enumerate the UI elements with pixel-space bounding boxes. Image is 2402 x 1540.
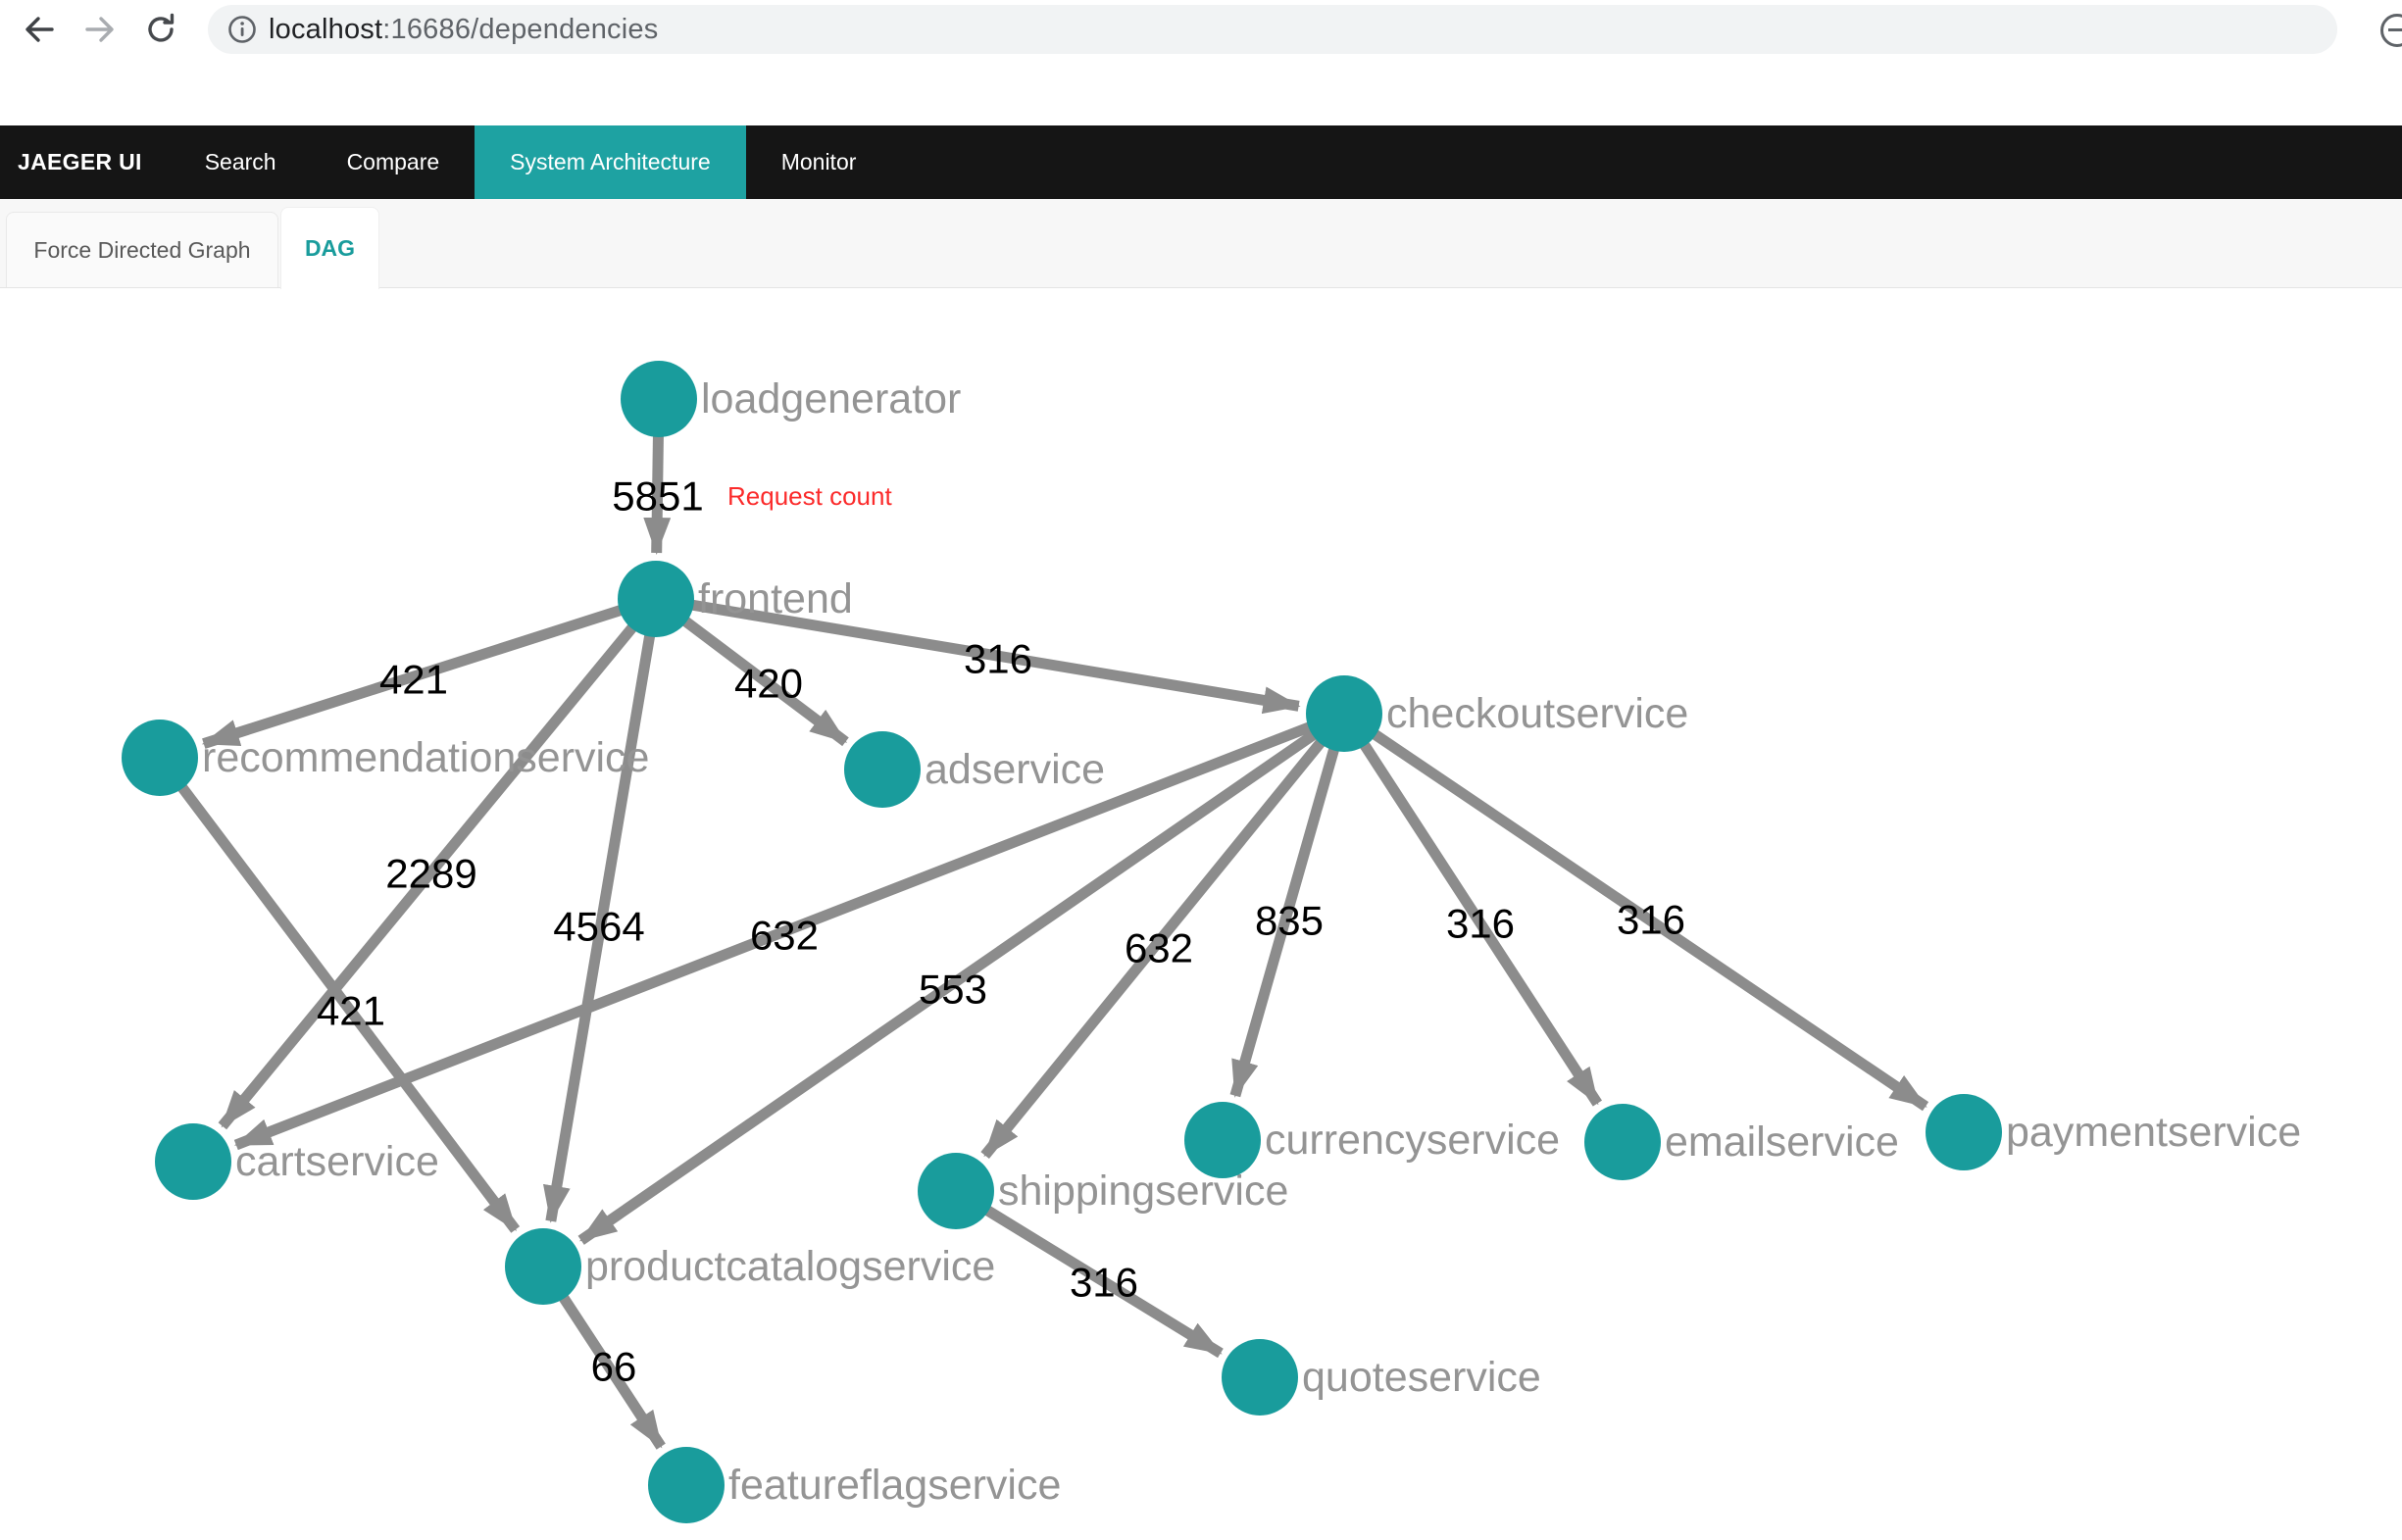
edge-count-frontend-adservice: 420 bbox=[734, 661, 803, 707]
chrome-spacer bbox=[0, 59, 2402, 125]
edge-recommendationservice-productcatalogservice bbox=[155, 754, 521, 1233]
edge-checkoutservice-shippingservice bbox=[980, 710, 1349, 1160]
node-label-emailservice: emailservice bbox=[1665, 1118, 1899, 1166]
edge-checkoutservice-productcatalogservice bbox=[577, 709, 1348, 1245]
circle-blocked-icon[interactable] bbox=[2380, 14, 2402, 47]
url-path: :16686/dependencies bbox=[382, 13, 659, 45]
node-label-quoteservice: quoteservice bbox=[1302, 1354, 1541, 1401]
node-adservice bbox=[844, 731, 921, 808]
legend-request-count: Request count bbox=[727, 481, 892, 511]
node-frontend bbox=[618, 561, 694, 637]
node-loadgenerator bbox=[621, 361, 697, 437]
node-productcatalogservice bbox=[505, 1228, 581, 1305]
node-recommendationservice bbox=[122, 720, 198, 796]
edge-count-checkoutservice-currencyservice: 835 bbox=[1255, 898, 1324, 944]
node-label-shippingservice: shippingservice bbox=[998, 1167, 1288, 1215]
node-label-recommendationservice: recommendationservice bbox=[202, 734, 649, 781]
url-host: localhost bbox=[269, 13, 383, 45]
dependency-graph: loadgenerator frontend recommendationservi… bbox=[0, 288, 2402, 1540]
nav-item-search[interactable]: Search bbox=[204, 149, 276, 174]
jaeger-logo[interactable]: JAEGER UI bbox=[18, 149, 142, 174]
address-bar[interactable]: localhost:16686/dependencies bbox=[208, 5, 2337, 54]
tab-dag[interactable]: DAG bbox=[280, 207, 379, 289]
node-checkoutservice bbox=[1306, 675, 1382, 752]
edge-checkoutservice-currencyservice bbox=[1229, 712, 1350, 1098]
edge-frontend-checkoutservice bbox=[655, 593, 1301, 715]
nav-item-system-architecture[interactable]: System Architecture bbox=[475, 125, 746, 199]
edge-count-checkoutservice-productcatalogservice: 553 bbox=[919, 967, 987, 1013]
node-label-currencyservice: currencyservice bbox=[1265, 1117, 1560, 1164]
node-label-productcatalogservice: productcatalogservice bbox=[585, 1243, 995, 1290]
node-label-cartservice: cartservice bbox=[235, 1138, 439, 1185]
browser-forward-icon[interactable] bbox=[80, 10, 120, 49]
node-label-checkoutservice: checkoutservice bbox=[1386, 690, 1688, 737]
url-text: localhost:16686/dependencies bbox=[269, 14, 658, 46]
edge-checkoutservice-cartservice bbox=[233, 708, 1346, 1151]
node-label-loadgenerator: loadgenerator bbox=[701, 375, 961, 422]
edge-count-checkoutservice-paymentservice: 316 bbox=[1617, 897, 1685, 943]
edge-checkoutservice-emailservice bbox=[1339, 711, 1603, 1107]
edge-shippingservice-quoteservice bbox=[953, 1186, 1224, 1359]
page-info-icon[interactable] bbox=[227, 15, 257, 44]
arrow-right-icon bbox=[85, 17, 114, 42]
node-cartservice bbox=[155, 1123, 231, 1200]
arrow-left-icon bbox=[25, 17, 54, 42]
edge-count-frontend-checkoutservice: 316 bbox=[964, 636, 1032, 682]
edge-frontend-adservice bbox=[652, 594, 849, 747]
node-label-frontend: frontend bbox=[698, 575, 853, 622]
node-label-paymentservice: paymentservice bbox=[2006, 1109, 2301, 1156]
tab-force-directed-graph[interactable]: Force Directed Graph bbox=[6, 212, 278, 287]
edge-frontend-recommendationservice bbox=[201, 593, 658, 749]
edge-count-recommendationservice-productcatalogservice: 421 bbox=[317, 988, 385, 1034]
jaeger-top-nav: JAEGER UI Search Compare System Architec… bbox=[0, 125, 2402, 199]
node-paymentservice bbox=[1926, 1094, 2002, 1170]
edge-count-frontend-productcatalogservice: 4564 bbox=[553, 904, 644, 950]
node-currencyservice bbox=[1184, 1102, 1261, 1178]
browser-back-icon[interactable] bbox=[20, 10, 59, 49]
node-label-adservice: adservice bbox=[925, 746, 1105, 793]
browser-chrome: localhost:16686/dependencies bbox=[0, 0, 2402, 59]
node-emailservice bbox=[1584, 1104, 1661, 1180]
edge-count-shippingservice-quoteservice: 316 bbox=[1070, 1260, 1138, 1306]
edge-count-frontend-recommendationservice: 421 bbox=[379, 657, 448, 703]
edge-checkoutservice-paymentservice bbox=[1340, 709, 1929, 1112]
edge-count-checkoutservice-emailservice: 316 bbox=[1446, 901, 1515, 947]
architecture-tabbar: Force Directed Graph DAG bbox=[0, 199, 2402, 289]
edge-count-productcatalogservice-featureflagservice: 66 bbox=[591, 1344, 637, 1390]
node-quoteservice bbox=[1222, 1339, 1298, 1416]
node-label-featureflagservice: featureflagservice bbox=[728, 1462, 1061, 1509]
edge-count-checkoutservice-cartservice: 632 bbox=[750, 913, 819, 959]
dag-canvas: loadgenerator frontend recommendationservi… bbox=[122, 361, 2301, 1523]
nav-item-compare[interactable]: Compare bbox=[346, 149, 440, 174]
node-shippingservice bbox=[918, 1153, 994, 1229]
node-featureflagservice bbox=[648, 1447, 725, 1523]
edge-count-loadgenerator-frontend: 5851 bbox=[612, 473, 703, 520]
browser-refresh-icon[interactable] bbox=[141, 10, 180, 49]
nav-item-monitor[interactable]: Monitor bbox=[780, 149, 857, 174]
reload-icon bbox=[148, 13, 175, 42]
edge-count-checkoutservice-shippingservice: 632 bbox=[1125, 925, 1193, 971]
edge-frontend-cartservice bbox=[218, 595, 661, 1130]
edge-count-frontend-cartservice: 2289 bbox=[385, 851, 476, 897]
edge-frontend-productcatalogservice bbox=[543, 598, 662, 1223]
